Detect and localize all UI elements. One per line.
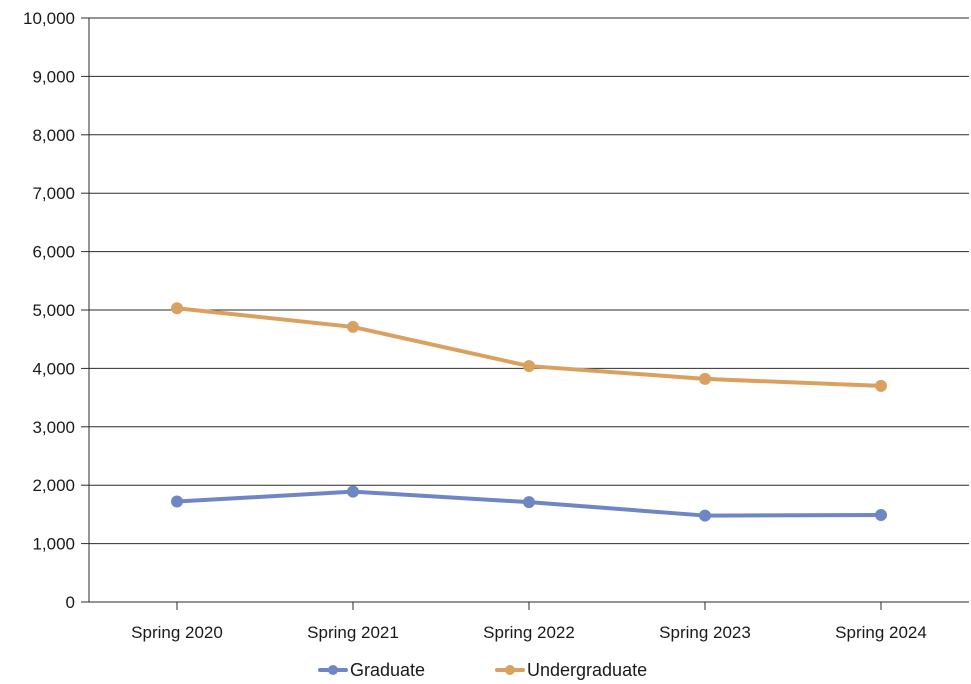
x-axis-tick-labels: Spring 2020 Spring 2021 Spring 2022 Spring …	[131, 623, 927, 642]
data-point-undergraduate	[523, 360, 535, 373]
x-tick-label: Spring 2020	[131, 623, 223, 642]
legend: Graduate Undergraduate	[318, 660, 647, 680]
data-point-graduate	[347, 485, 359, 498]
y-tick-label: 4,000	[32, 359, 75, 378]
x-tick-label: Spring 2023	[659, 623, 751, 642]
y-tick-label: 5,000	[32, 301, 75, 320]
x-tick-label: Spring 2021	[307, 623, 399, 642]
y-tick-label: 2,000	[32, 476, 75, 495]
y-tick-label: 8,000	[32, 126, 75, 145]
y-tick-label: 7,000	[32, 184, 75, 203]
y-tick-label: 10,000	[23, 9, 75, 28]
y-tick-label: 1,000	[32, 535, 75, 554]
data-point-graduate	[171, 495, 183, 508]
legend-label: Graduate	[350, 660, 425, 680]
x-tick-label: Spring 2022	[483, 623, 575, 642]
data-point-undergraduate	[347, 320, 359, 333]
axes	[81, 17, 969, 610]
gridlines	[89, 17, 969, 545]
series-lines	[171, 302, 887, 522]
data-point-undergraduate	[875, 379, 887, 392]
y-tick-label: 6,000	[32, 243, 75, 262]
data-point-undergraduate	[699, 372, 711, 385]
series-line-undergraduate	[175, 306, 883, 388]
y-tick-label: 3,000	[32, 418, 75, 437]
x-tick-label: Spring 2024	[835, 623, 927, 642]
data-point-graduate	[699, 509, 711, 522]
y-tick-label: 9,000	[32, 67, 75, 86]
data-point-graduate	[875, 508, 887, 521]
legend-label: Undergraduate	[527, 660, 647, 680]
data-point-undergraduate	[171, 302, 183, 315]
y-axis-tick-labels: 0 1,000 2,000 3,000 4,000 5,000 6,000 7,000 8,00…	[23, 9, 75, 612]
legend-swatch-marker	[328, 665, 338, 675]
y-tick-label: 0	[66, 593, 75, 612]
data-point-graduate	[523, 496, 535, 509]
legend-swatch-marker	[505, 665, 515, 675]
